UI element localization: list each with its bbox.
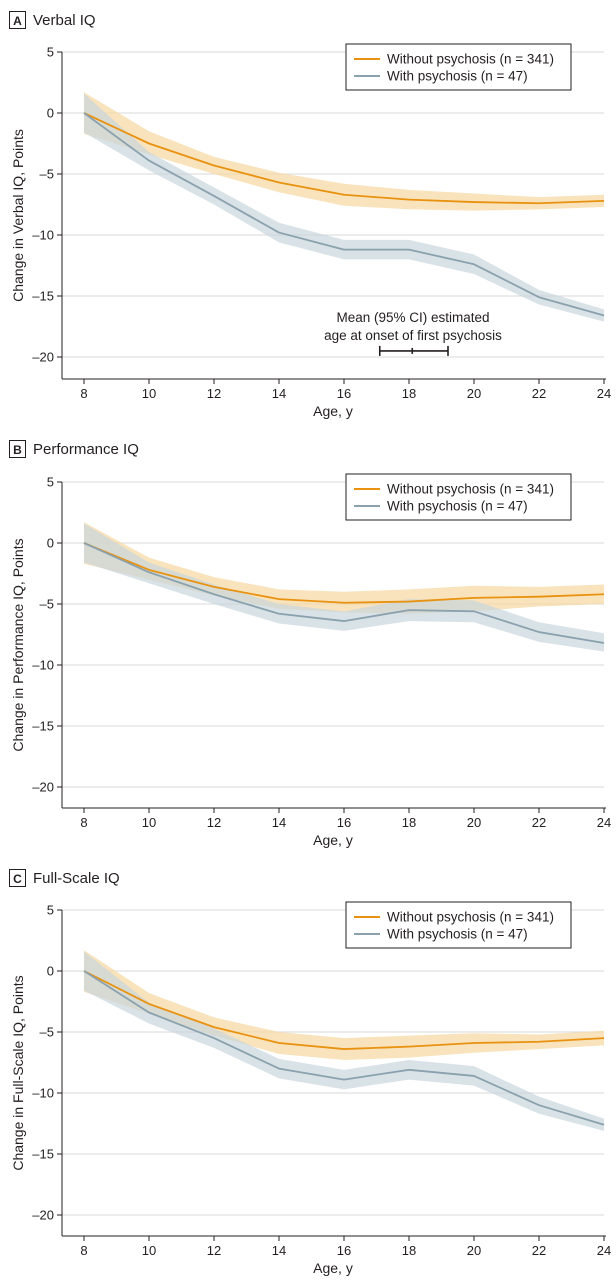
legend-label: Without psychosis (n = 341): [387, 482, 554, 497]
panel-title: Verbal IQ: [33, 12, 96, 29]
y-tick-label: –20: [32, 1208, 54, 1223]
y-tick-label: 0: [47, 536, 54, 551]
y-tick-label: 5: [47, 475, 54, 490]
x-axis-title: Age, y: [313, 403, 353, 419]
x-tick-label: 20: [467, 815, 481, 830]
x-tick-label: 24: [597, 386, 611, 401]
panel-title: Full-Scale IQ: [33, 870, 120, 887]
legend-label: Without psychosis (n = 341): [387, 52, 554, 67]
panel-letter: C: [13, 872, 22, 886]
x-tick-label: 20: [467, 386, 481, 401]
y-axis-title: Change in Verbal IQ, Points: [10, 129, 26, 302]
panel-c: C Full-Scale IQ 5 0 –5 –10 –15 –20 8 10 12 14 16 18 20…: [9, 869, 611, 1276]
panel-letter: A: [13, 14, 22, 28]
x-tick-label: 8: [80, 1243, 87, 1258]
y-tick-label: 0: [47, 964, 54, 979]
x-tick-label: 24: [597, 815, 611, 830]
x-axis-title: Age, y: [313, 832, 353, 848]
y-axis-title: Change in Full-Scale IQ, Points: [10, 975, 26, 1170]
series-line-0: [83, 542, 605, 604]
legend-label: With psychosis (n = 47): [387, 69, 528, 84]
ci-band-series-1: [84, 523, 604, 652]
ci-band-series-0: [84, 950, 604, 1061]
series-line-1: [83, 970, 605, 1126]
x-tick-label: 8: [80, 386, 87, 401]
panel-letter-box: [9, 11, 26, 29]
x-tick-label: 12: [207, 386, 221, 401]
x-tick-label: 12: [207, 815, 221, 830]
x-tick-label: 10: [142, 815, 156, 830]
legend-label: With psychosis (n = 47): [387, 927, 528, 942]
x-tick-label: 22: [532, 1243, 546, 1258]
y-tick-label: –10: [32, 658, 54, 673]
panel-b: B Performance IQ 5 0 –5 –10 –15 –20 8 10 12 14 16 18 2…: [9, 440, 611, 848]
panel-letter-box: [9, 869, 26, 887]
x-tick-label: 18: [402, 815, 416, 830]
x-tick-label: 22: [532, 815, 546, 830]
annotation-line-2: age at onset of first psychosis: [324, 328, 502, 343]
x-tick-label: 16: [337, 386, 351, 401]
x-tick-label: 24: [597, 1243, 611, 1258]
y-tick-label: 5: [47, 45, 54, 60]
x-tick-label: 14: [272, 815, 286, 830]
legend-box: [345, 901, 572, 949]
y-axis-title: Change in Performance IQ, Points: [10, 538, 26, 751]
x-axis-title: Age, y: [313, 1260, 353, 1276]
panel-a: A Verbal IQ 5 0 –5 –10 –15 –20 8 10 12 14 16 18 20 22 24…: [9, 11, 611, 419]
y-tick-label: 0: [47, 106, 54, 121]
y-tick-label: –15: [32, 1147, 54, 1162]
x-tick-label: 16: [337, 815, 351, 830]
x-tick-label: 16: [337, 1243, 351, 1258]
y-tick-label: –15: [32, 289, 54, 304]
panel-title: Performance IQ: [33, 441, 139, 458]
legend-label: With psychosis (n = 47): [387, 499, 528, 514]
legend-label: Without psychosis (n = 341): [387, 910, 554, 925]
x-tick-label: 20: [467, 1243, 481, 1258]
y-tick-label: –15: [32, 719, 54, 734]
series-line-1: [83, 542, 605, 644]
y-tick-label: –20: [32, 350, 54, 365]
x-tick-label: 10: [142, 1243, 156, 1258]
ci-band-series-1: [84, 951, 604, 1131]
y-tick-label: –5: [40, 167, 54, 182]
x-tick-label: 18: [402, 386, 416, 401]
legend-box: [345, 43, 572, 91]
series-line-0: [83, 112, 605, 205]
x-tick-label: 8: [80, 815, 87, 830]
panel-letter: B: [13, 443, 22, 457]
annotation-line-1: Mean (95% CI) estimated: [336, 310, 489, 325]
series-line-0: [83, 970, 605, 1050]
ci-band-series-0: [84, 92, 604, 211]
y-tick-label: –20: [32, 780, 54, 795]
x-tick-label: 10: [142, 386, 156, 401]
y-tick-label: –5: [40, 597, 54, 612]
panel-letter-box: [9, 440, 26, 458]
x-tick-label: 14: [272, 1243, 286, 1258]
y-tick-label: –10: [32, 1086, 54, 1101]
series-line-1: [83, 112, 605, 317]
x-tick-label: 18: [402, 1243, 416, 1258]
legend-box: [345, 473, 572, 521]
x-tick-label: 14: [272, 386, 286, 401]
y-tick-label: –5: [40, 1025, 54, 1040]
x-tick-label: 22: [532, 386, 546, 401]
x-tick-label: 12: [207, 1243, 221, 1258]
y-tick-label: 5: [47, 903, 54, 918]
y-tick-label: –10: [32, 228, 54, 243]
